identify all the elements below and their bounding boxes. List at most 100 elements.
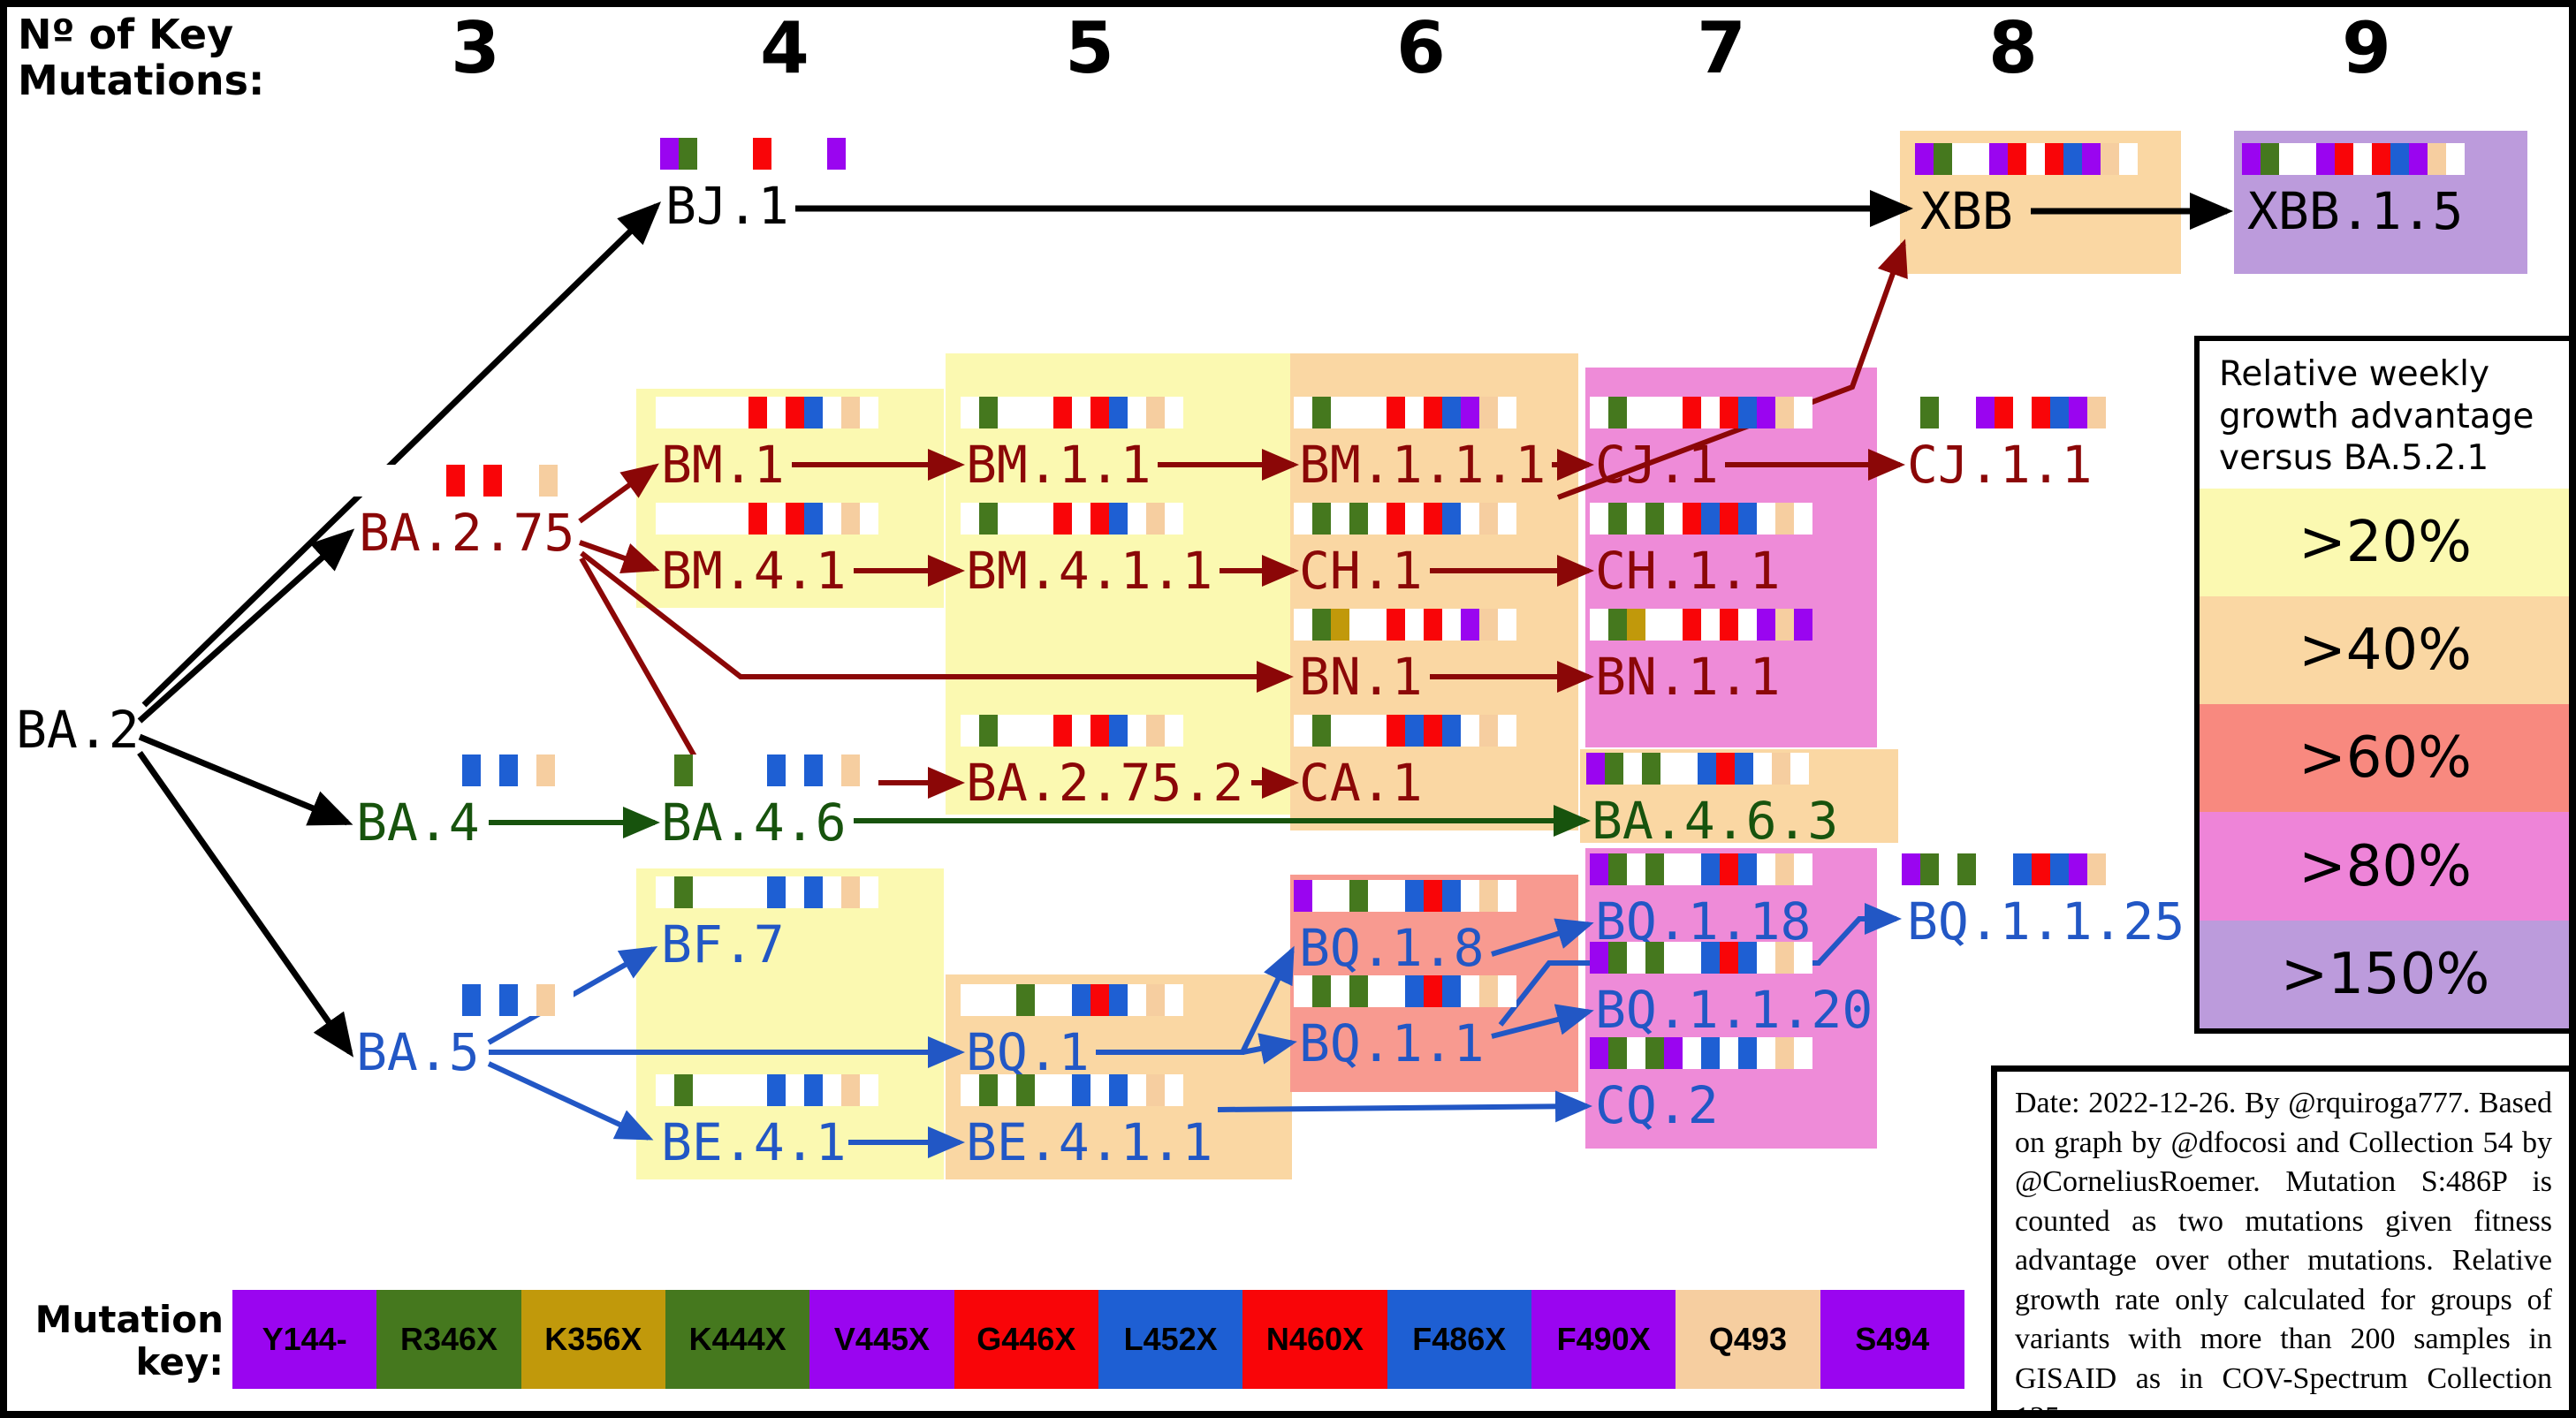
mutation-cell-L452X-absent [771,138,790,170]
mutation-cell-Y144--absent [1294,609,1312,641]
mutation-cell-F490X-present [1461,397,1479,428]
mutation-cell-F486X-absent [502,465,521,497]
mutation-cell-F486X-present [1738,942,1757,974]
mutation-cell-F486X-present [2063,143,2082,175]
mutation-strip-BA.4.6.3 [1586,753,1809,785]
mutation-cell-L452X-absent [1701,397,1720,428]
mutation-cell-F486X-present [804,876,823,908]
mutation-strip-BM.4.1.1 [961,503,1183,535]
mutation-cell-R346X-absent [674,503,693,535]
mutation-cell-L452X-absent [767,397,786,428]
growth-box-pink-10 [1585,848,1877,1149]
legend-band->80%: >80% [2200,812,2569,921]
mutation-cell-G446X-absent [748,876,767,908]
mutation-cell-Q493-present [1479,397,1498,428]
variant-label-CH.1: CH.1 [1299,541,1423,601]
mutation-key-cell-F486X: F486X [1387,1290,1531,1389]
variant-label-BE.4.1.1: BE.4.1.1 [966,1112,1213,1172]
mutation-cell-K356X-absent [391,465,409,497]
mutation-cell-R346X-present [1312,503,1331,535]
mutation-cell-Y144--absent [656,397,674,428]
mutation-cell-Q493-present [1479,975,1498,1007]
mutation-cell-Q493-present [1775,942,1794,974]
mutation-cell-Q493-present [1775,609,1794,641]
mutation-cell-L452X-absent [2026,143,2045,175]
mutation-strip-CA.1 [1294,715,1516,747]
mutation-cell-K444X-absent [1645,609,1664,641]
variant-label-XBB.1.5: XBB.1.5 [2247,181,2464,241]
mutation-cell-L452X-absent [2353,143,2372,175]
mutation-strip-BQ.1.8 [1294,880,1516,912]
mutation-cell-L452X-absent [1072,503,1090,535]
mutation-cell-N460X-present [1424,715,1442,747]
mutation-cell-F486X-present [804,397,823,428]
mutation-cell-L452X-present [1405,975,1424,1007]
mutation-cell-Y144--present [1590,942,1608,974]
mutation-cell-F490X-absent [823,1074,841,1106]
mutation-strip-CJ.1 [1590,397,1812,428]
mutation-cell-L452X-absent [1072,715,1090,747]
lineage-arrow-7 [579,540,660,573]
variant-label-BA.2.75.2: BA.2.75.2 [966,753,1244,813]
mutation-cell-G446X-present [748,503,767,535]
mutation-strip-CH.1 [1294,503,1516,535]
mutation-cell-K356X-absent [1331,397,1349,428]
legend-band->60%: >60% [2200,704,2569,813]
mutation-cell-R346X-present [1312,715,1331,747]
variant-label-BQ.1.1.25: BQ.1.1.25 [1907,891,2185,952]
mutation-cell-Y144--absent [1294,715,1312,747]
mutation-cell-Y144--absent [961,1074,979,1106]
mutation-cell-S494-absent [555,984,574,1016]
lineage-arrow-27 [1491,918,1594,957]
mutation-cell-G446X-absent [1683,853,1701,885]
mutation-cell-K444X-absent [711,1074,730,1106]
variant-label-BM.4.1.1: BM.4.1.1 [966,541,1213,601]
mutation-cell-Q493-present [2428,143,2446,175]
column-header-9: 9 [2342,7,2391,89]
mutation-strip-BM.1.1 [961,397,1183,428]
mutation-cell-Q493-present [1479,609,1498,641]
mutation-cell-F490X-absent [1753,753,1772,785]
mutation-cell-S494-absent [860,876,878,908]
mutation-cell-R346X-present [674,754,693,786]
mutation-strip-BQ.1.18 [1590,853,1812,885]
mutation-cell-K356X-absent [388,754,407,786]
mutation-cell-N460X-present [1424,609,1442,641]
mutation-strip-BQ.1.1 [1294,975,1516,1007]
mutation-cell-F490X-present [2409,143,2428,175]
mutation-cell-F490X-present [2069,853,2087,885]
mutation-cell-L452X-present [1698,753,1716,785]
mutation-cell-F486X-present [1109,984,1128,1016]
mutation-cell-K444X-absent [711,876,730,908]
mutation-cell-Q493-present [2087,853,2106,885]
mutation-cell-V445X-present [1664,1037,1683,1069]
mutation-cell-V445X-absent [1664,942,1683,974]
mutation-strip-CH.1.1 [1590,503,1812,535]
mutation-cell-L452X-present [1405,880,1424,912]
mutation-cell-L452X-present [1072,1074,1090,1106]
mutation-cell-Y144--absent [961,715,979,747]
mutation-cell-S494-absent [1498,609,1516,641]
variant-label-CA.1: CA.1 [1299,753,1423,813]
mutation-cell-G446X-absent [444,984,462,1016]
mutation-cell-Q493-present [1775,503,1794,535]
mutation-cell-S494-absent [1498,880,1516,912]
mutation-key-cell-K444X: K444X [665,1290,810,1389]
mutation-cell-S494-absent [860,754,878,786]
mutation-cell-G446X-absent [1387,880,1405,912]
mutation-cell-K356X-absent [1627,853,1645,885]
mutation-strip-BM.1 [656,397,878,428]
mutation-cell-N460X-present [1424,880,1442,912]
mutation-cell-V445X-absent [1035,715,1053,747]
mutation-cell-V445X-absent [730,754,748,786]
mutation-cell-K356X-absent [1939,853,1957,885]
mutation-cell-K356X-absent [1331,975,1349,1007]
mutation-cell-V445X-absent [425,984,444,1016]
mutation-cell-F486X-present [499,754,518,786]
mutation-cell-N460X-present [1090,984,1109,1016]
mutation-cell-V445X-absent [1664,853,1683,885]
variant-label-BA.5: BA.5 [356,1022,480,1082]
variant-label-BQ.1.18: BQ.1.18 [1595,891,1812,952]
variant-label-BE.4.1: BE.4.1 [661,1112,847,1172]
